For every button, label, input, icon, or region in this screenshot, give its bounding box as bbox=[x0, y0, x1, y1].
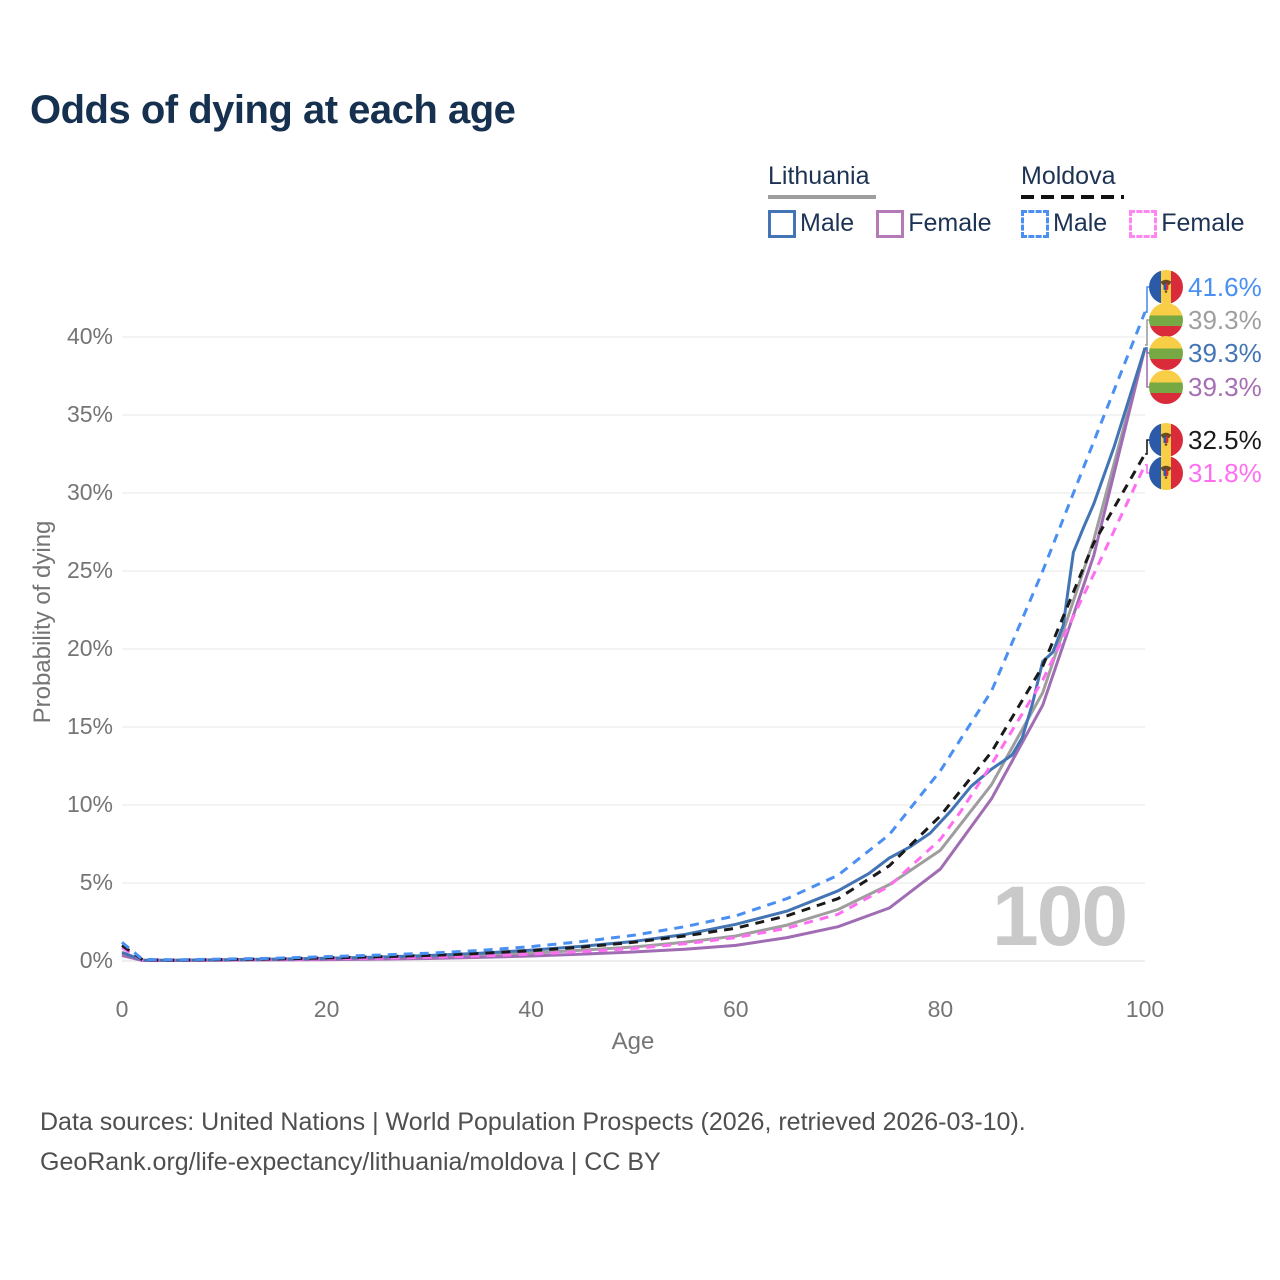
legend-label-lithuania-female[interactable]: Female bbox=[908, 209, 992, 237]
end-label-value: 39.3% bbox=[1188, 337, 1262, 368]
lithuania-flag-icon bbox=[1149, 370, 1183, 404]
y-tick-5: 5% bbox=[79, 869, 113, 895]
x-tick-60: 60 bbox=[723, 996, 749, 1022]
x-tick-80: 80 bbox=[927, 996, 954, 1022]
attribution-text: GeoRank.org/life-expectancy/lithuania/mo… bbox=[40, 1148, 661, 1176]
x-axis-title: Age bbox=[611, 1028, 655, 1055]
x-tick-0: 0 bbox=[115, 996, 129, 1022]
age-watermark: 100 bbox=[992, 869, 1128, 963]
x-tick-20: 20 bbox=[313, 996, 340, 1022]
y-tick-35: 35% bbox=[66, 401, 113, 427]
end-label-lt-female: 39.3% bbox=[1149, 370, 1262, 404]
data-sources-text: Data sources: United Nations | World Pop… bbox=[40, 1108, 1026, 1136]
moldova-flag-icon bbox=[1149, 456, 1183, 490]
y-tick-20: 20% bbox=[66, 635, 113, 661]
lithuania-line-swatch bbox=[768, 195, 876, 199]
legend-checkbox-moldova-male[interactable] bbox=[1021, 209, 1049, 238]
y-tick-30: 30% bbox=[66, 479, 113, 505]
y-tick-25: 25% bbox=[66, 557, 113, 583]
end-label-value: 39.3% bbox=[1188, 371, 1262, 402]
legend-group-moldova: Moldova Male Female bbox=[1021, 162, 1245, 238]
y-tick-15: 15% bbox=[66, 713, 113, 739]
y-tick-40: 40% bbox=[66, 323, 113, 349]
series-line-md-male bbox=[121, 311, 1147, 962]
legend-checkbox-lithuania-female[interactable] bbox=[876, 209, 905, 238]
legend-country-moldova: Moldova bbox=[1021, 162, 1116, 190]
end-label-md-both: 32.5% bbox=[1149, 423, 1262, 457]
end-label-value: 39.3% bbox=[1188, 304, 1262, 335]
lithuania-flag-icon bbox=[1149, 336, 1183, 370]
lithuania-flag-icon bbox=[1149, 303, 1183, 337]
end-label-md-female: 31.8% bbox=[1149, 456, 1262, 490]
end-label-md-male: 41.6% bbox=[1149, 270, 1262, 304]
moldova-flag-icon bbox=[1149, 423, 1183, 457]
legend-label-moldova-male[interactable]: Male bbox=[1053, 209, 1108, 237]
x-tick-100: 100 bbox=[1125, 996, 1165, 1022]
x-tick-40: 40 bbox=[518, 996, 544, 1022]
legend-checkbox-lithuania-male[interactable] bbox=[768, 209, 796, 238]
end-label-value: 31.8% bbox=[1188, 457, 1262, 488]
page-title: Odds of dying at each age bbox=[30, 88, 516, 132]
moldova-line-swatch bbox=[1021, 195, 1124, 199]
legend-group-lithuania: Lithuania Male Female bbox=[768, 162, 992, 238]
end-label-lt-male: 39.3% bbox=[1149, 336, 1262, 370]
end-label-value: 32.5% bbox=[1188, 424, 1262, 455]
legend-label-lithuania-male[interactable]: Male bbox=[800, 209, 855, 237]
end-label-lt-both: 39.3% bbox=[1149, 303, 1262, 337]
legend-label-moldova-female[interactable]: Female bbox=[1161, 209, 1245, 237]
legend-checkbox-moldova-female[interactable] bbox=[1129, 209, 1158, 238]
moldova-flag-icon bbox=[1149, 270, 1183, 304]
y-tick-0: 0% bbox=[79, 947, 113, 973]
y-tick-10: 10% bbox=[66, 791, 113, 817]
legend-country-lithuania: Lithuania bbox=[768, 162, 870, 190]
end-label-value: 41.6% bbox=[1188, 271, 1262, 302]
y-axis-title: Probability of dying bbox=[29, 520, 56, 724]
